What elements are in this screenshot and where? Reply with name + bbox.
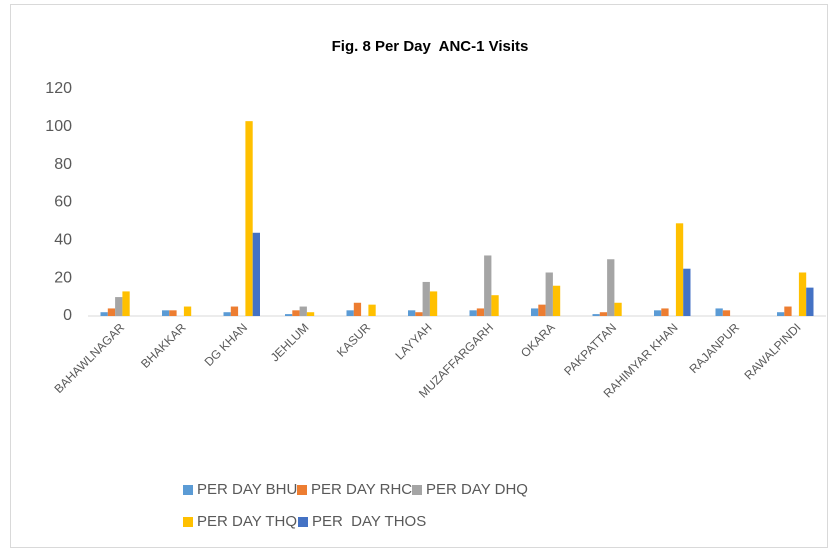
bar — [715, 308, 723, 316]
bar — [415, 312, 423, 316]
y-tick-label: 20 — [54, 269, 72, 286]
bar — [654, 310, 662, 316]
legend-swatch — [183, 517, 193, 527]
y-tick-label: 40 — [54, 232, 72, 249]
bar — [292, 310, 300, 316]
bar — [353, 302, 362, 316]
y-tick-label: 120 — [45, 80, 72, 97]
bar — [722, 310, 731, 316]
bar — [429, 291, 438, 316]
legend-label: PER DAY BHU — [197, 481, 297, 498]
bar — [491, 295, 499, 316]
bar — [607, 259, 615, 316]
legend-swatch — [412, 485, 422, 495]
bar — [285, 314, 293, 316]
bar — [599, 312, 608, 316]
legend-label: PER DAY THQ — [197, 513, 297, 530]
y-tick-label: 100 — [45, 118, 72, 135]
bar — [408, 310, 416, 316]
legend-label: PER DAY DHQ — [426, 481, 528, 498]
legend-swatch — [297, 485, 307, 495]
chart-title: Fig. 8 Per Day ANC-1 Visits — [332, 38, 529, 55]
legend-swatch — [298, 517, 308, 527]
chart-border — [10, 4, 828, 548]
bar — [422, 281, 430, 316]
bar — [538, 304, 546, 316]
bar — [122, 291, 130, 316]
bar — [545, 272, 553, 316]
y-tick-label: 80 — [54, 156, 72, 173]
bar — [183, 306, 192, 316]
bar — [661, 308, 669, 316]
legend-label: PER DAY THOS — [312, 513, 426, 530]
bar — [777, 312, 785, 316]
y-tick-label: 0 — [63, 307, 72, 324]
bar — [552, 285, 561, 316]
bar — [252, 232, 260, 316]
bar — [346, 310, 354, 316]
bar — [806, 287, 814, 316]
bar — [230, 306, 239, 316]
bar — [299, 306, 307, 316]
bar — [223, 312, 231, 316]
bar — [469, 310, 477, 316]
bar — [592, 314, 600, 316]
bar — [306, 312, 315, 316]
y-tick-label: 60 — [54, 194, 72, 211]
bar — [368, 304, 376, 316]
bar — [531, 308, 539, 316]
bar — [683, 268, 691, 316]
bar — [169, 310, 177, 316]
bar — [675, 223, 684, 316]
bar — [476, 308, 485, 316]
bar — [484, 255, 492, 316]
bar — [784, 306, 792, 316]
legend-swatch — [183, 485, 193, 495]
bar — [245, 121, 253, 317]
bar — [115, 297, 123, 316]
bar — [614, 302, 622, 316]
bar — [798, 272, 807, 316]
legend-label: PER DAY RHC — [311, 481, 412, 498]
bar — [107, 308, 116, 316]
bar — [162, 310, 170, 316]
bar — [100, 312, 108, 316]
